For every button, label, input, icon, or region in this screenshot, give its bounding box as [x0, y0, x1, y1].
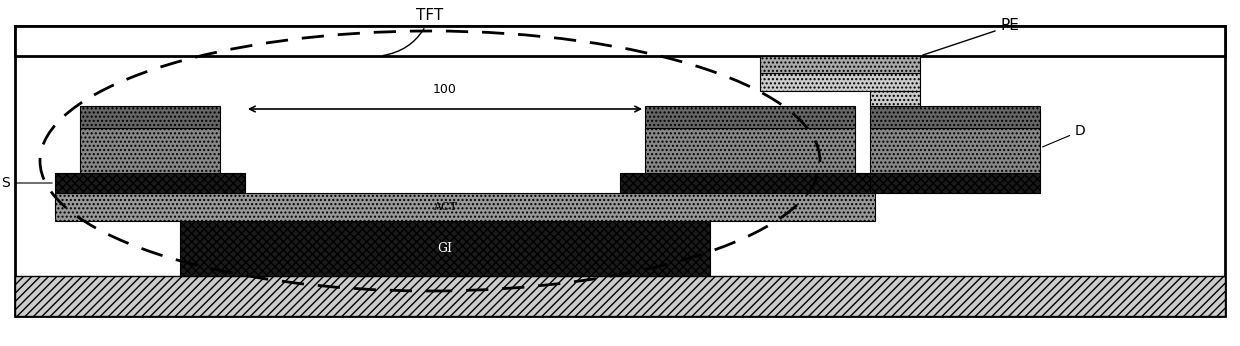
Text: ACT: ACT — [433, 202, 456, 212]
Text: PE: PE — [923, 18, 1019, 55]
Bar — [870, 173, 1040, 193]
Text: GI: GI — [438, 243, 453, 255]
Text: D: D — [1043, 124, 1086, 147]
Bar — [15, 276, 1225, 316]
Bar — [645, 106, 856, 128]
Bar — [55, 173, 246, 193]
Bar — [15, 26, 1225, 316]
Text: S: S — [1, 176, 52, 190]
Bar — [645, 128, 856, 173]
Bar — [760, 56, 920, 73]
Bar — [81, 128, 219, 173]
Bar — [760, 73, 920, 91]
Text: TFT: TFT — [383, 9, 444, 56]
Bar — [15, 26, 1225, 56]
Bar — [870, 91, 920, 106]
Bar — [870, 106, 1040, 128]
Bar — [620, 173, 875, 193]
Bar — [55, 193, 875, 221]
Bar — [81, 106, 219, 128]
Bar — [180, 221, 711, 276]
Bar — [870, 128, 1040, 173]
Text: 100: 100 — [433, 83, 456, 96]
